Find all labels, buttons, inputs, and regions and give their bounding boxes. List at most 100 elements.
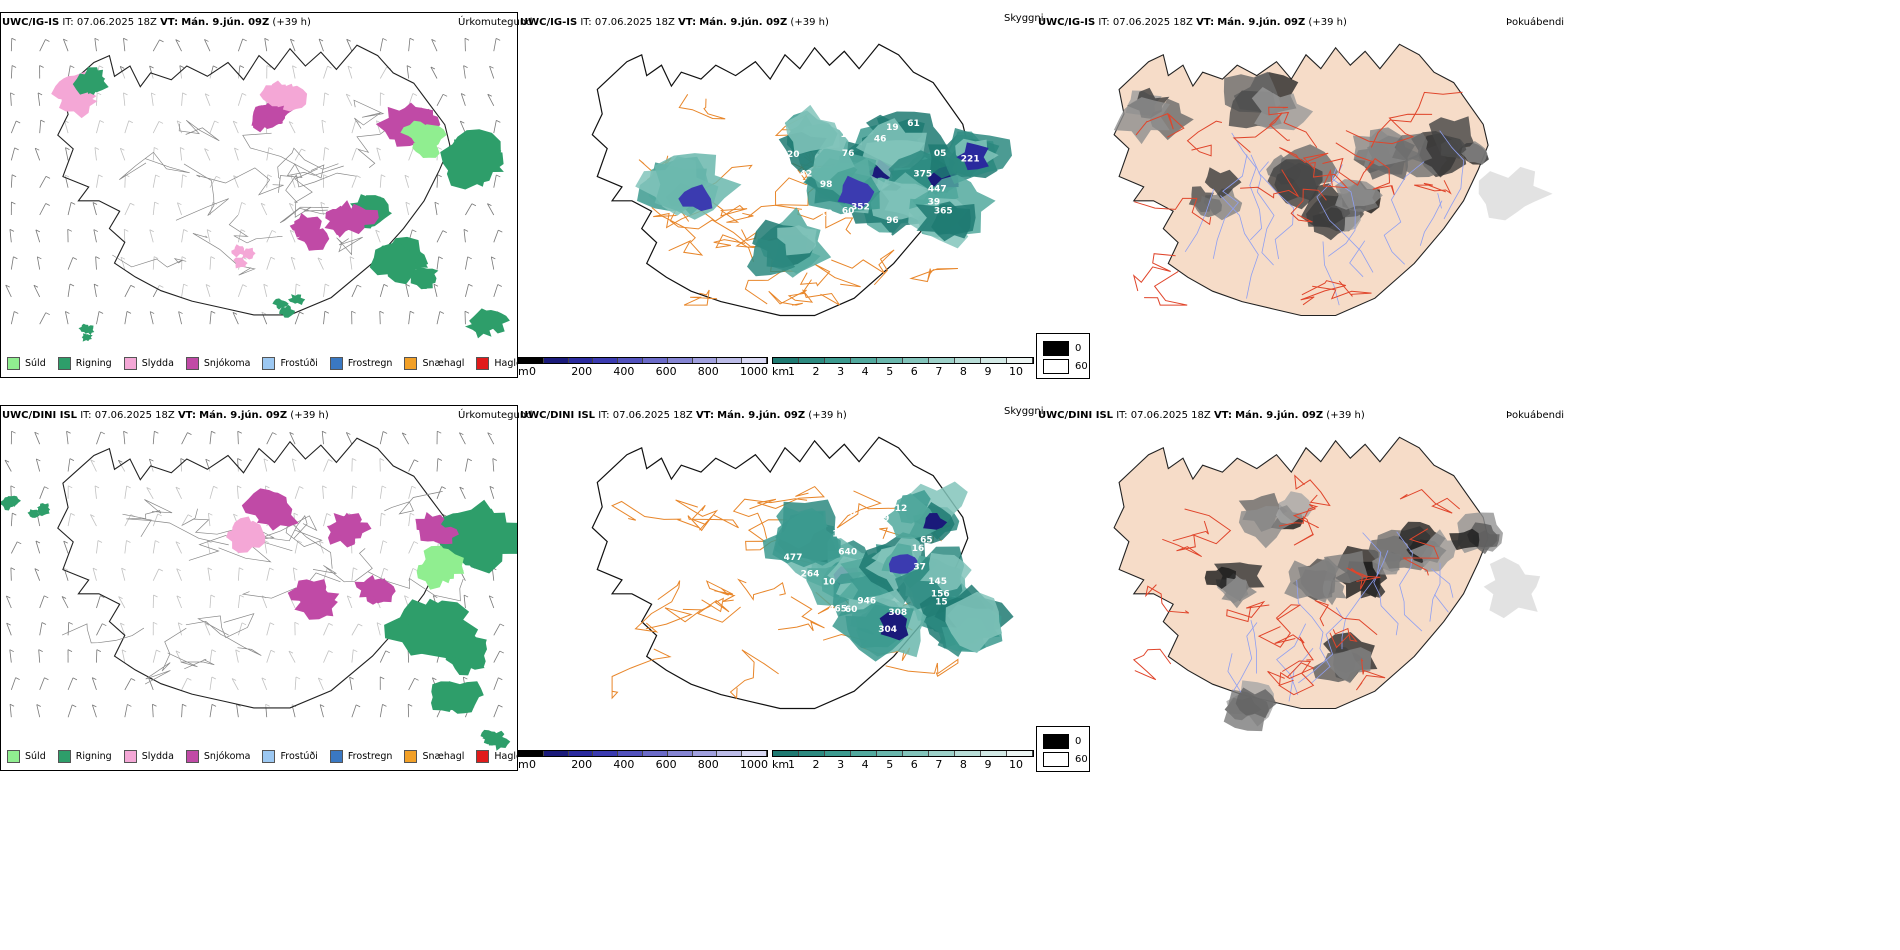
wind-barb [459,120,466,134]
it-label: IT: [1098,17,1110,28]
wind-barb [436,230,447,243]
wind-barb [493,119,501,134]
wind-barb [379,38,387,52]
colorbar-tick: 5 [886,365,894,378]
panel-title-precip-bottom: UWC/DINI ISL IT: 07.06.2025 18Z VT: Mán.… [2,410,329,421]
wind-barb [345,432,353,445]
ceiling-value-label: 308 [888,608,907,618]
river-line [1437,193,1442,209]
fog-legend-label: 60 [1075,754,1088,765]
wind-barb [39,175,51,188]
road-line [1186,120,1223,157]
road-line [1294,474,1331,507]
road-line [1292,504,1319,529]
colorbar-unit: km [772,365,790,378]
wind-barb [39,203,50,216]
precip-area [296,228,330,251]
colorbar-tick: 3 [837,365,845,378]
ceiling-value-label: 39 [928,198,941,208]
wind-barb [489,486,495,499]
colorbar-segment [903,751,929,756]
fog-swatch-0 [1043,734,1069,749]
fog-map-top [1113,43,1553,317]
road-line [61,623,145,644]
fog-area [1460,141,1488,165]
visibility-area [785,104,840,156]
wind-barb [489,65,495,79]
road-line [1355,658,1386,691]
ceiling-value-label: 352 [851,203,870,213]
precip-area [479,310,510,334]
wind-barb [67,621,73,636]
precip-area [408,600,470,657]
fog-area [1251,87,1314,131]
precip-legend-item: Rigning [57,750,112,763]
wind-barb [431,39,438,52]
road-line [799,263,861,288]
precip-legend-item: Frostregn [329,750,392,763]
fog-legend-top: 0 60 [1036,333,1090,379]
it-value: 07.06.2025 18Z [594,17,675,28]
river-line [1212,154,1248,259]
river-line [1296,579,1331,684]
precip-area [37,503,51,512]
ceiling-value-label: 15 [935,598,948,608]
colorbar-tick: 8 [959,758,967,771]
ceiling-area [879,612,909,641]
wind-barb [459,486,466,499]
wind-barb [236,703,241,718]
ceiling-value-label: 465 [828,605,847,615]
legend-swatch [329,750,343,763]
it-label: IT: [1116,410,1128,421]
vt-label: VT: [1196,17,1215,28]
colorbar-tick: 3 [837,758,845,771]
colorbar-segment [543,358,569,363]
wind-barb [323,310,330,325]
colorbar-segment [642,751,668,756]
fog-area [1323,647,1372,684]
wind-barb [39,595,49,609]
precip-area [420,547,465,584]
ceiling-value-label: 98 [820,180,833,190]
precip-area [366,578,396,604]
fog-swatch-60 [1043,752,1069,767]
vt-label: VT: [177,410,196,421]
road-line [1312,280,1372,300]
visibility-colorbar-top: km 1 2 3 4 5 6 7 8 9 10 [772,357,1034,378]
road-line [1226,600,1270,623]
wind-barb [96,623,107,636]
wind-barb [124,311,132,325]
road-line [705,196,754,223]
precip-type-map-bottom [1,430,517,751]
road-line [778,596,825,632]
wind-barb [493,623,505,636]
road-line [787,289,841,306]
river-line [1430,568,1454,598]
panel-type-precip-bottom: Úrkomutegund [458,410,533,421]
river-line [1316,164,1374,273]
colorbar-tick: 800 [697,365,719,378]
colorbar-tick: 10 [1009,758,1023,771]
it-value: 07.06.2025 18Z [94,410,175,421]
legend-label: Slydda [141,751,174,762]
road-line [1300,280,1346,306]
road-line [1310,161,1349,189]
colorbar-segment [618,751,643,756]
fog-panel-top [1040,12,1558,378]
wind-barb [152,39,164,52]
visibility-panel-top: 375 447 365 39 96 276 352 12 60 98 42 20 76 14 22 46 19 6… [518,12,1038,378]
wind-barb [35,458,41,472]
precip-legend-item: Slydda [123,750,174,763]
wind-barb [436,458,443,472]
legend-label: Frostúði [280,751,318,762]
road-line [384,491,443,515]
wind-barb [91,677,97,691]
precip-legend-item: Snæhagl [404,357,464,370]
legend-label: Haglél [494,751,517,762]
wind-barb [39,622,47,636]
ceiling-value-label: 163 [832,529,851,539]
ceiling-area [888,554,920,574]
wind-barb [4,459,12,472]
road-line [119,151,190,180]
road-line [1240,169,1299,199]
